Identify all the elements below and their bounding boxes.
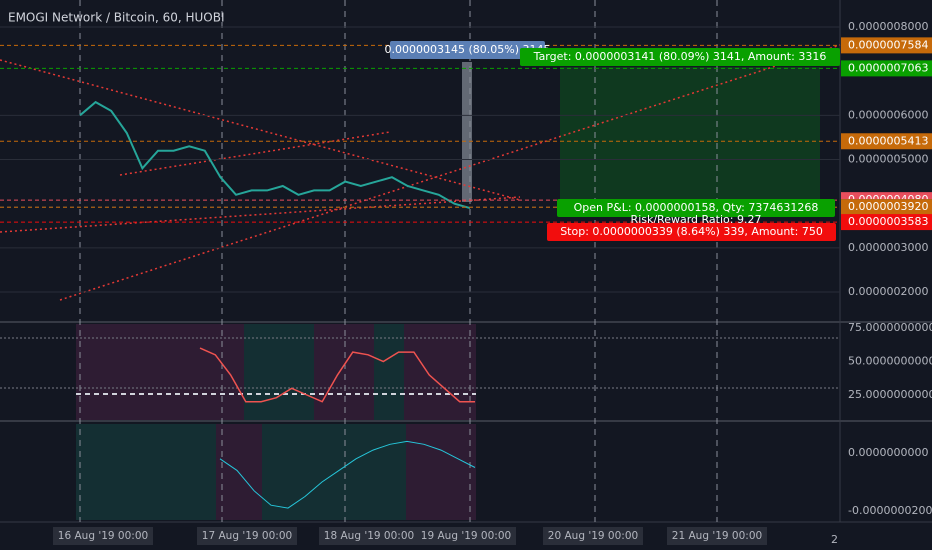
time-label: 20 Aug '19 00:00: [548, 530, 638, 542]
chart-title: EMOGI Network / Bitcoin, 60, HUOBI: [8, 11, 225, 25]
price-tick-label: 0.0000005000: [848, 153, 928, 166]
tool-label-box: [390, 41, 545, 59]
time-label: 17 Aug '19 00:00: [202, 530, 292, 542]
price-tag: [841, 133, 932, 150]
corner-label: 2: [831, 533, 838, 546]
time-label: 16 Aug '19 00:00: [58, 530, 148, 542]
osc-line: [199, 347, 475, 403]
price-tag: [841, 60, 932, 77]
shade: [374, 324, 404, 420]
osc-tick-label: 25.0000000000: [848, 388, 932, 401]
price-tick-label: 0.0000003000: [848, 241, 928, 254]
trendline: [0, 196, 521, 233]
shade: [216, 424, 262, 520]
time-label: 18 Aug '19 00:00: [324, 530, 414, 542]
price-tag-label: 0.0000005413: [848, 134, 928, 147]
macd-tick-label: -0.0000000200: [848, 504, 932, 517]
time-label-box: [197, 527, 297, 545]
trendline: [59, 44, 841, 301]
price-tag-label: 0.0000003920: [848, 200, 928, 213]
shade: [76, 424, 216, 520]
tool-label-box: [520, 48, 840, 66]
macd-line: [219, 440, 476, 509]
time-label-box: [53, 527, 153, 545]
shade: [244, 324, 314, 420]
tool-label-box: [547, 223, 836, 241]
shade: [404, 324, 476, 420]
time-label-box: [543, 527, 643, 545]
time-label-box: [416, 527, 516, 545]
price-line: [79, 100, 471, 210]
shade: [76, 324, 244, 420]
tool-label-box: [557, 199, 835, 217]
tool-label: Stop: 0.0000000339 (8.64%) 339, Amount: …: [560, 225, 823, 238]
time-label-box: [319, 527, 419, 545]
time-label-box: [667, 527, 767, 545]
tool-label: 0.0000003145 (80.05%) 3145: [385, 43, 551, 56]
price-tick-label: 0.0000006000: [848, 108, 928, 121]
macd-tick-label: 0.0000000000: [848, 446, 928, 459]
price-tag: [841, 199, 932, 216]
price-tag-label: 0.0000007584: [848, 38, 928, 51]
target-zone: [560, 67, 820, 204]
tool-label: Target: 0.0000003141 (80.09%) 3141, Amou…: [533, 50, 827, 63]
measure-bar: [462, 62, 472, 202]
osc-tick-label: 50.0000000000: [848, 355, 932, 368]
time-label: 19 Aug '19 00:00: [421, 530, 511, 542]
osc-tick-label: 75.0000000000: [848, 321, 932, 334]
tool-label: Open P&L: 0.0000000158, Qty: 7374631268: [574, 201, 819, 214]
tool-label: Risk/Reward Ratio: 9.27: [631, 213, 762, 226]
price-tick-label: 0.0000008000: [848, 20, 928, 33]
shade: [406, 424, 476, 520]
shade: [262, 424, 406, 520]
shade: [314, 324, 374, 420]
price-tick-label: 0.0000002000: [848, 285, 928, 298]
price-tag: [841, 37, 932, 54]
price-tag-label: 0.0000007063: [848, 61, 928, 74]
time-label: 21 Aug '19 00:00: [672, 530, 762, 542]
trendline: [119, 131, 391, 176]
price-tag-label: 0.0000003583: [848, 215, 928, 228]
price-tag: [841, 214, 932, 231]
